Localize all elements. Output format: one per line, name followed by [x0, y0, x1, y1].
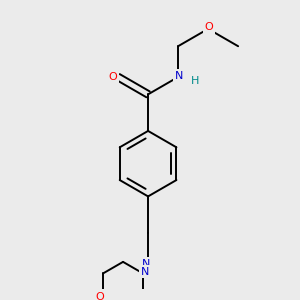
Text: N: N [141, 266, 149, 277]
Text: O: O [205, 22, 213, 32]
Text: O: O [109, 72, 118, 82]
Text: N: N [175, 71, 183, 81]
Text: N: N [142, 259, 150, 269]
Text: O: O [96, 292, 104, 300]
Text: H: H [191, 76, 200, 86]
